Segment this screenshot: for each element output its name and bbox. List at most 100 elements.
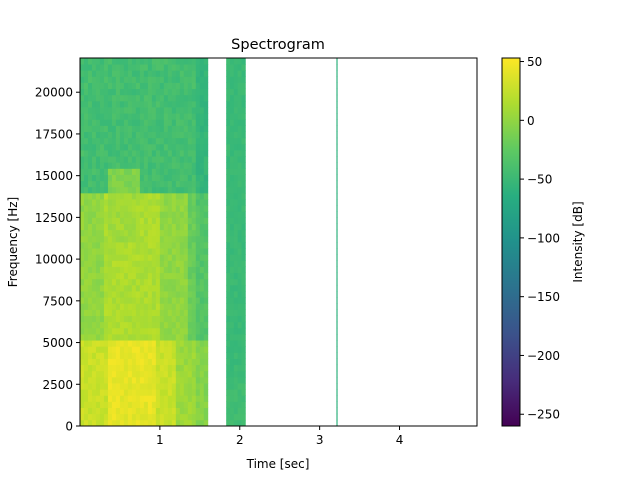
heatmap-cell (199, 254, 205, 261)
heatmap-cell (171, 266, 177, 274)
heatmap-cell (80, 186, 85, 194)
heatmap-cell (233, 383, 239, 390)
heatmap-cell (191, 327, 197, 335)
heatmap-cell (99, 260, 105, 267)
heatmap-cell (115, 284, 121, 292)
heatmap-cell (123, 376, 129, 384)
heatmap-cell (107, 131, 113, 139)
heatmap-cell (195, 321, 201, 329)
colorbar-ticks: 500−50−100−150−200−250 (520, 55, 560, 422)
heatmap-cell (163, 223, 169, 231)
heatmap-cell (107, 186, 113, 194)
heatmap-cell (135, 291, 141, 298)
heatmap-cell (179, 199, 185, 206)
heatmap-cell (123, 168, 129, 175)
heatmap-cell (171, 315, 177, 323)
heatmap-cell (139, 119, 145, 126)
heatmap-cell (230, 346, 235, 353)
heatmap-cell (199, 266, 205, 274)
heatmap-cell (103, 389, 109, 396)
heatmap-cell (237, 229, 242, 237)
heatmap-cell (99, 223, 105, 231)
heatmap-cell (171, 211, 177, 218)
heatmap-cell (127, 223, 133, 231)
heatmap-cell (230, 260, 235, 267)
heatmap-cell (87, 223, 93, 231)
heatmap-cell (135, 266, 141, 274)
heatmap-cell (115, 113, 121, 120)
heatmap-cell (195, 113, 201, 120)
heatmap-cell (167, 260, 173, 267)
heatmap-cell (237, 395, 242, 402)
heatmap-cell (83, 358, 89, 366)
heatmap-cell (183, 389, 189, 396)
heatmap-cell (233, 229, 239, 237)
heatmap-cell (241, 82, 246, 90)
heatmap-cell (103, 186, 109, 194)
heatmap-cell (115, 64, 121, 71)
heatmap-cell (143, 260, 149, 267)
heatmap-cell (191, 217, 197, 224)
heatmap-cell (233, 100, 239, 108)
heatmap-cell (131, 315, 137, 323)
heatmap-cell (237, 186, 242, 194)
heatmap-cell (151, 211, 157, 218)
heatmap-cell (115, 278, 121, 286)
heatmap-cell (226, 107, 231, 114)
heatmap-cell (155, 352, 161, 359)
heatmap-cell (163, 58, 169, 65)
heatmap-cell (159, 205, 165, 212)
heatmap-cell (187, 352, 193, 359)
heatmap-cell (139, 395, 145, 402)
heatmap-cell (95, 205, 101, 212)
heatmap-cell (80, 199, 85, 206)
heatmap-cell (183, 358, 189, 366)
heatmap-cell (123, 358, 129, 366)
heatmap-cell (179, 107, 185, 114)
heatmap-cell (107, 248, 113, 255)
heatmap-cell (336, 364, 338, 372)
heatmap-cell (119, 76, 125, 83)
heatmap-cell (151, 407, 157, 415)
heatmap-cell (131, 119, 137, 126)
heatmap-cell (111, 199, 117, 206)
heatmap-cell (119, 58, 125, 65)
heatmap-cell (143, 242, 149, 249)
heatmap-cell (119, 223, 125, 231)
heatmap-cell (179, 131, 185, 139)
heatmap-cell (195, 272, 201, 280)
heatmap-cell (175, 254, 181, 261)
heatmap-cell (119, 88, 125, 96)
heatmap-cell (199, 297, 205, 304)
heatmap-cell (159, 64, 165, 71)
heatmap-cell (203, 370, 209, 378)
heatmap-cell (241, 119, 246, 126)
heatmap-cell (175, 340, 181, 347)
heatmap-cell (87, 113, 93, 120)
x-tick-label: 3 (316, 433, 324, 447)
heatmap-cell (226, 242, 231, 249)
heatmap-cell (187, 370, 193, 378)
heatmap-cell (159, 376, 165, 384)
heatmap-cell (111, 174, 117, 182)
heatmap-cell (139, 254, 145, 261)
heatmap-cell (171, 395, 177, 402)
heatmap-cell (80, 58, 85, 65)
heatmap-cell (241, 88, 246, 96)
heatmap-cell (233, 309, 239, 316)
heatmap-cell (187, 346, 193, 353)
heatmap-cell (163, 248, 169, 255)
heatmap-cell (95, 272, 101, 280)
heatmap-cell (167, 383, 173, 390)
heatmap-cell (226, 284, 231, 292)
heatmap-cell (99, 291, 105, 298)
heatmap-cell (195, 401, 201, 408)
heatmap-cell (179, 272, 185, 280)
heatmap-cell (80, 119, 85, 126)
heatmap-cell (199, 131, 205, 139)
heatmap-cell (107, 346, 113, 353)
heatmap-cell (167, 389, 173, 396)
heatmap-cell (127, 413, 133, 421)
heatmap-cell (151, 389, 157, 396)
